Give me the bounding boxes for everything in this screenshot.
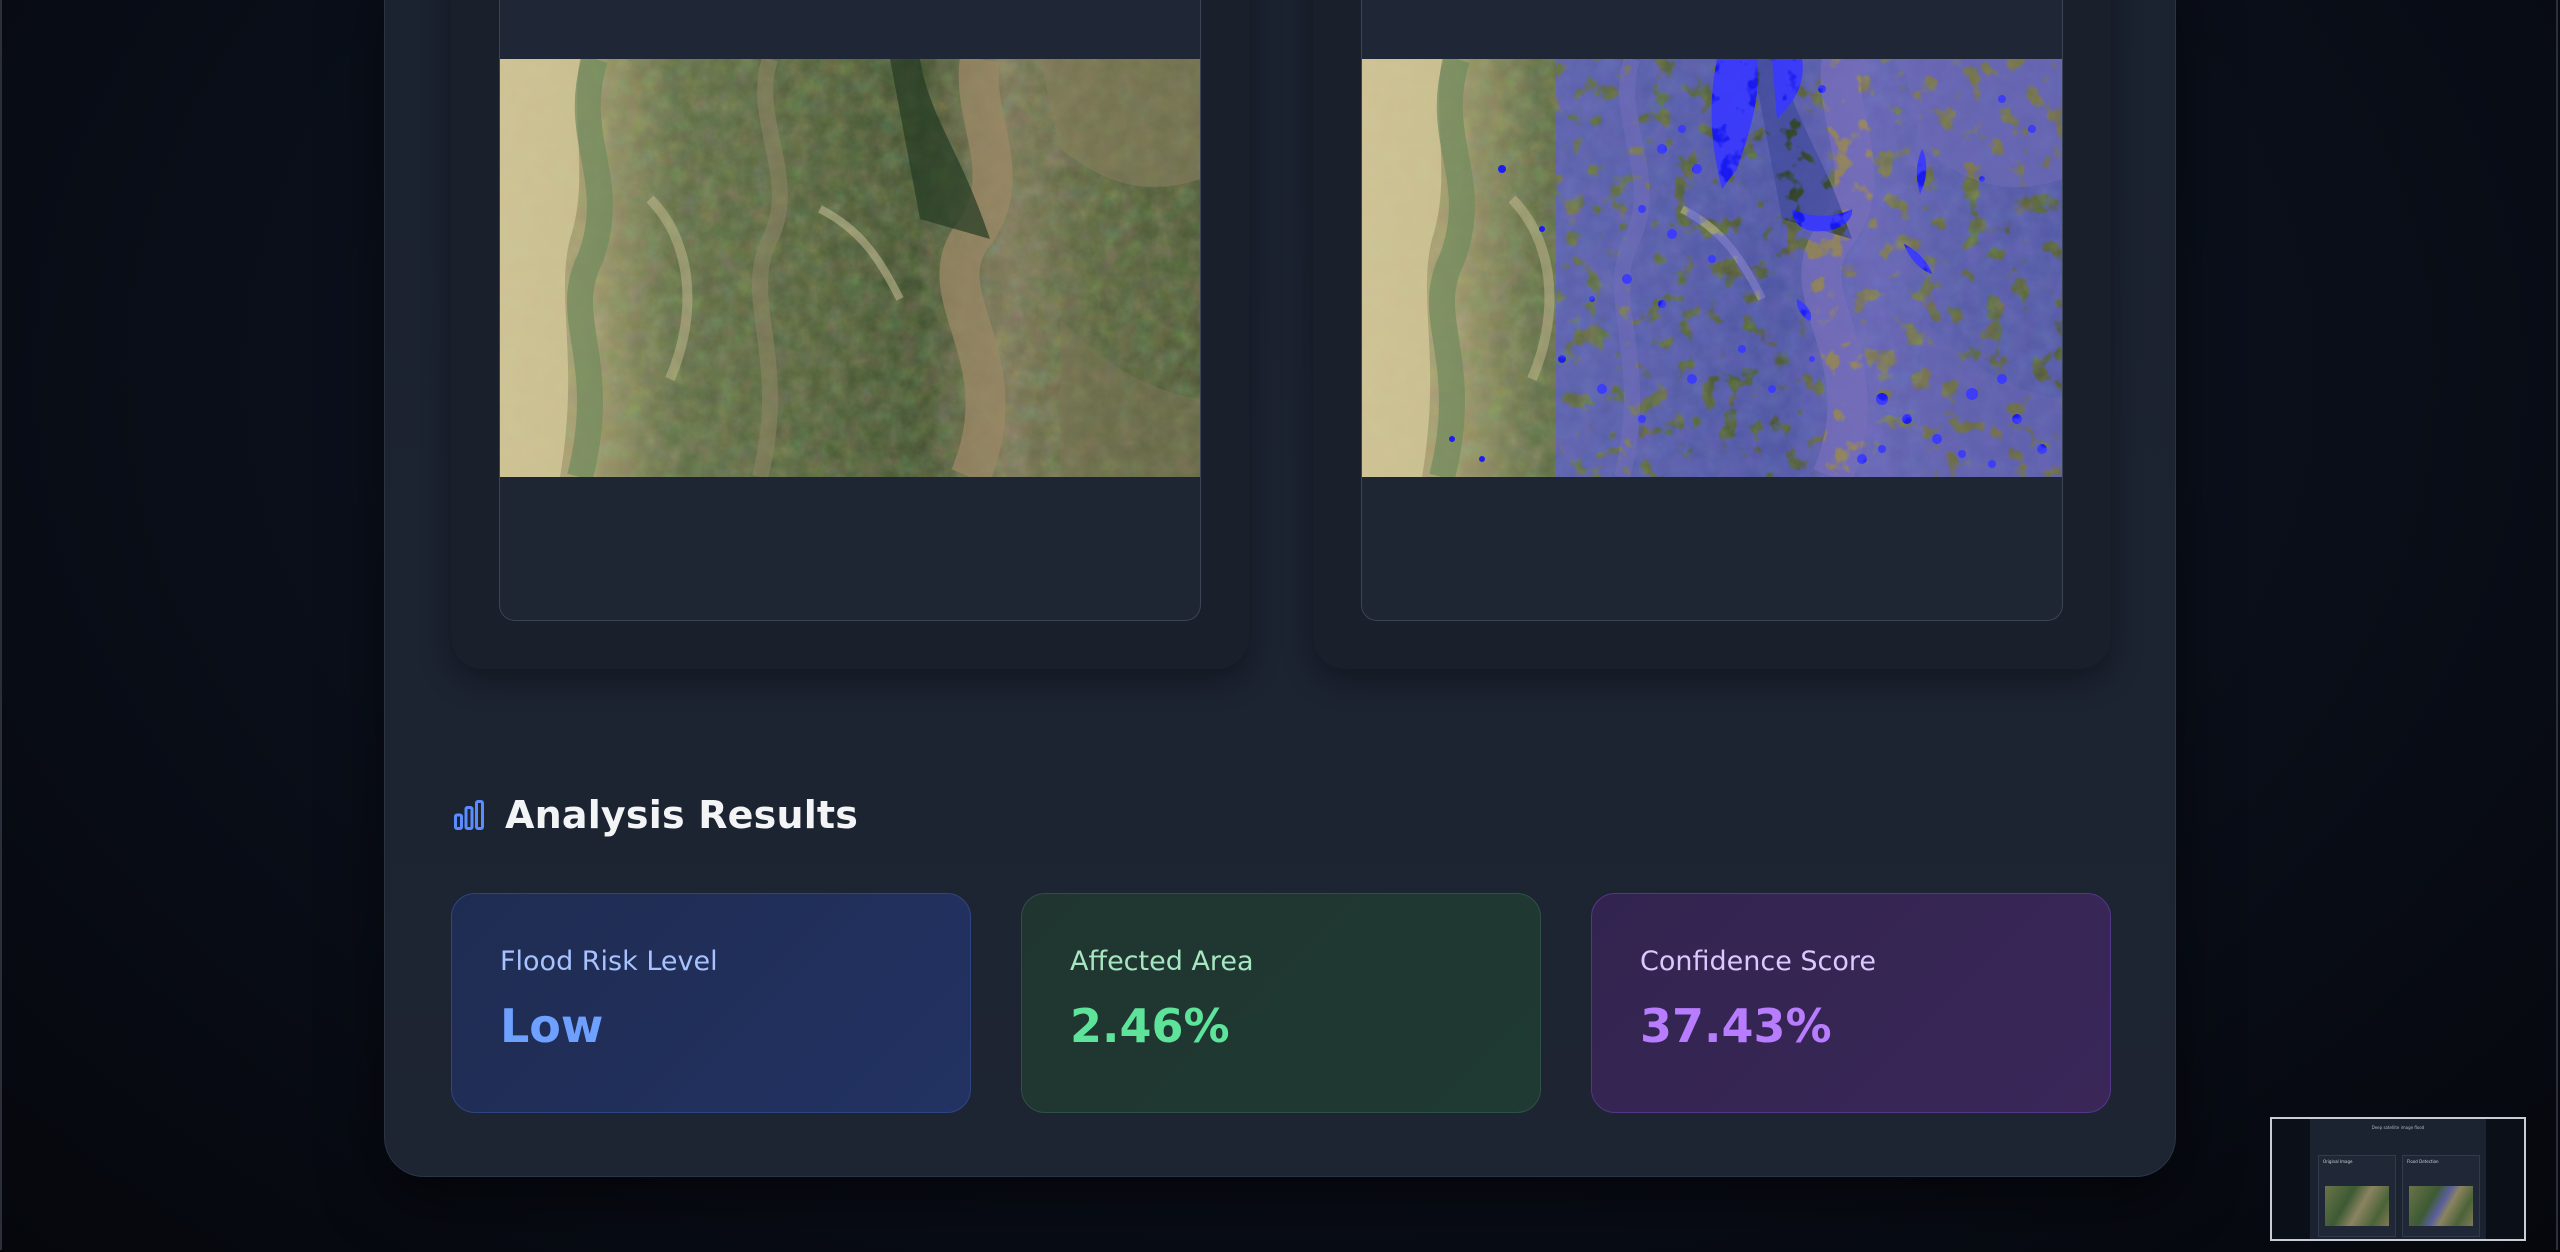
- flood-risk-value: Low: [500, 999, 604, 1053]
- bar-chart-icon: [451, 797, 487, 833]
- minimap-card: Deep satellite image flood Original Imag…: [2310, 1119, 2486, 1239]
- minimap-title: Deep satellite image flood: [2371, 1125, 2425, 1130]
- confidence-score-card: Confidence Score 37.43%: [1591, 893, 2111, 1113]
- results-card: Analysis Results Flood Risk Level Low Af…: [384, 0, 2176, 1177]
- minimap-label-original: Original Image: [2323, 1159, 2353, 1164]
- flood-risk-label: Flood Risk Level: [500, 946, 718, 977]
- minimap-panel-detection: Flood Detection: [2402, 1155, 2480, 1237]
- minimap-image-detection: [2409, 1186, 2473, 1226]
- minimap-image-original: [2325, 1186, 2389, 1226]
- minimap-panel-original: Original Image: [2318, 1155, 2396, 1237]
- flood-detection-image: [1362, 59, 2062, 477]
- flood-risk-card: Flood Risk Level Low: [451, 893, 971, 1113]
- affected-area-card: Affected Area 2.46%: [1021, 893, 1541, 1113]
- confidence-score-label: Confidence Score: [1640, 946, 1877, 977]
- page-minimap[interactable]: Deep satellite image flood Original Imag…: [2270, 1117, 2526, 1241]
- minimap-label-detection: Flood Detection: [2407, 1159, 2439, 1164]
- original-image-frame: [499, 0, 1201, 621]
- flood-detection-panel: [1313, 0, 2111, 669]
- confidence-score-value: 37.43%: [1640, 999, 1832, 1053]
- section-title: Analysis Results: [505, 793, 859, 837]
- analysis-results-heading: Analysis Results: [451, 793, 858, 837]
- original-image-panel: [451, 0, 1249, 669]
- affected-area-label: Affected Area: [1070, 946, 1254, 977]
- affected-area-value: 2.46%: [1070, 999, 1230, 1053]
- flood-detection-frame: [1361, 0, 2063, 621]
- original-satellite-image: [500, 59, 1200, 477]
